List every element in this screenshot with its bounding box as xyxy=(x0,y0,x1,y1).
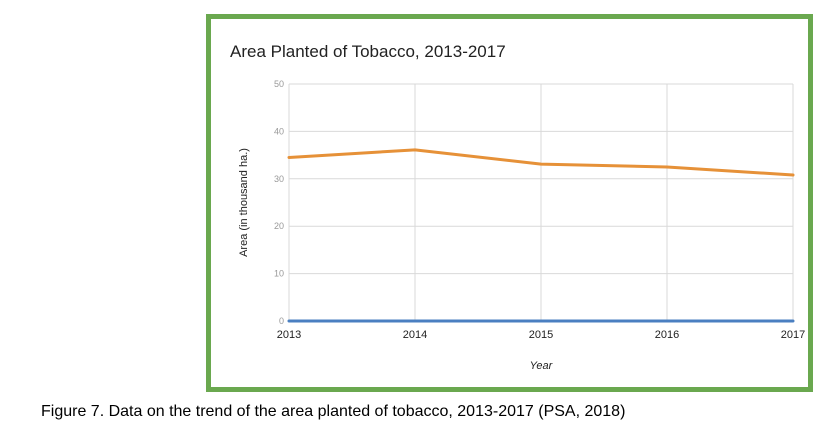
y-tick-label: 10 xyxy=(274,269,284,279)
y-axis-title: Area (in thousand ha.) xyxy=(238,148,250,257)
y-tick-label: 20 xyxy=(274,221,284,231)
y-tick-label: 50 xyxy=(274,79,284,89)
x-tick-label: 2017 xyxy=(781,329,805,341)
x-tick-label: 2013 xyxy=(277,329,301,341)
x-tick-label: 2016 xyxy=(655,329,679,341)
y-tick-label: 0 xyxy=(279,316,284,326)
x-tick-label: 2014 xyxy=(403,329,427,341)
y-tick-label: 30 xyxy=(274,174,284,184)
x-axis-title: Year xyxy=(530,360,554,372)
chart-frame: Area Planted of Tobacco, 2013-2017 0 10 20… xyxy=(206,14,813,392)
chart-title: Area Planted of Tobacco, 2013-2017 xyxy=(230,42,506,61)
y-tick-label: 40 xyxy=(274,126,284,136)
line-chart: 0 10 20 30 40 50 2013 2014 2015 2016 2017 Year Area … xyxy=(238,79,805,372)
series-line-1 xyxy=(287,148,795,177)
x-tick-label: 2015 xyxy=(529,329,553,341)
figure-caption: Figure 7. Data on the trend of the area … xyxy=(41,403,626,420)
